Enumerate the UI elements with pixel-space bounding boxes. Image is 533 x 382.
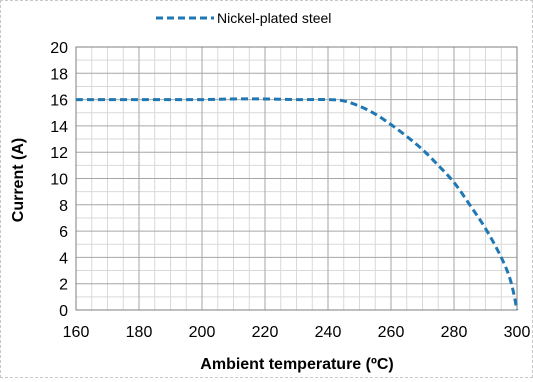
y-tick-label: 10	[50, 172, 68, 189]
series-layer	[76, 97, 519, 311]
y-tick-label: 6	[59, 224, 68, 241]
y-axis-title: Current (A)	[10, 138, 27, 222]
y-tick-label: 0	[59, 303, 68, 320]
y-tick-label: 20	[50, 40, 68, 57]
x-axis-tick-labels: 160 180 200 220 240 260 280 300	[63, 324, 531, 341]
x-tick-label: 260	[378, 324, 405, 341]
y-tick-label: 12	[50, 145, 68, 162]
y-tick-label: 16	[50, 93, 68, 110]
y-tick-label: 14	[50, 119, 68, 136]
x-tick-label: 280	[441, 324, 468, 341]
x-tick-label: 160	[63, 324, 90, 341]
y-tick-label: 4	[59, 250, 68, 267]
x-axis-title: Ambient temperature (ºC)	[200, 356, 393, 373]
y-axis-tick-labels: 0 2 4 6 8 10 12 14 16 18 20	[50, 40, 68, 320]
x-tick-label: 180	[126, 324, 153, 341]
plot-area-frame	[75, 46, 518, 311]
x-tick-label: 220	[252, 324, 279, 341]
y-tick-label: 18	[50, 66, 68, 83]
x-tick-label: 240	[315, 324, 342, 341]
y-tick-label: 8	[59, 198, 68, 215]
y-tick-label: 2	[59, 277, 68, 294]
x-tick-label: 300	[504, 324, 531, 341]
x-tick-label: 200	[189, 324, 216, 341]
legend-label-nickel-plated-steel: Nickel-plated steel	[217, 10, 331, 26]
series-line-nickel-plated-steel	[76, 97, 519, 311]
legend: Nickel-plated steel	[156, 10, 331, 26]
